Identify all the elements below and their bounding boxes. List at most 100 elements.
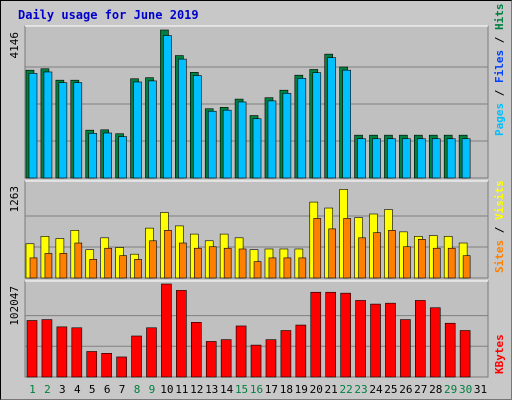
x-tick-label: 23 [354, 383, 367, 396]
bar-pages-12 [192, 75, 202, 179]
bar-pages-5 [88, 133, 98, 179]
bar-sites-25 [388, 230, 396, 279]
x-tick-label: 12 [190, 383, 203, 396]
bar-pages-24 [372, 138, 381, 179]
bar-sites-29 [447, 247, 456, 279]
x-tick-label: 4 [74, 383, 81, 396]
bar-sites-12 [193, 247, 202, 279]
bar-sites-30 [462, 255, 471, 279]
bar-kbytes-15 [235, 325, 247, 378]
bar-kbytes-12 [190, 322, 202, 378]
legend-hits-files-pages: Pages / Files / Hits [493, 4, 506, 137]
legend-kbytes: KBytes [493, 334, 506, 374]
bar-sites-20 [313, 218, 322, 279]
bar-pages-20 [312, 72, 322, 179]
bar-kbytes-21 [325, 291, 337, 378]
bar-pages-26 [402, 138, 411, 179]
bar-sites-24 [373, 232, 381, 279]
bar-sites-22 [343, 218, 351, 279]
bar-kbytes-28 [429, 307, 441, 378]
legend-separator: / [493, 83, 506, 103]
bar-pages-22 [342, 69, 351, 179]
bar-sites-11 [179, 242, 187, 279]
bar-kbytes-23 [355, 300, 366, 378]
bar-pages-2 [43, 71, 53, 179]
bar-pages-10 [163, 35, 172, 179]
bar-sites-26 [403, 246, 411, 279]
panel-hits-files-pages [24, 25, 489, 179]
chart-title: Daily usage for June 2019 [18, 8, 199, 22]
legend-kbytes: KBytes [493, 334, 506, 374]
bar-pages-17 [267, 100, 277, 179]
legend-pages: Pages [493, 103, 506, 136]
bar-kbytes-9 [146, 327, 157, 378]
bar-kbytes-6 [101, 353, 112, 378]
x-tick-label: 27 [414, 383, 427, 396]
bar-sites-16 [253, 261, 262, 279]
bar-sites-15 [238, 248, 247, 279]
x-tick-label: 10 [160, 383, 173, 396]
bar-sites-9 [149, 240, 157, 279]
bar-pages-27 [417, 138, 426, 179]
x-tick-label: 1 [29, 383, 36, 396]
x-tick-label: 21 [325, 383, 338, 396]
x-tick-label: 28 [429, 383, 442, 396]
panel-visits-sites [24, 180, 489, 279]
x-tick-label: 16 [250, 383, 263, 396]
bar-sites-17 [268, 257, 277, 279]
x-tick-label: 20 [310, 383, 323, 396]
y-max-label: 1263 [8, 186, 21, 213]
x-tick-label: 15 [235, 383, 248, 396]
bar-pages-6 [103, 132, 112, 179]
legend-hits: Hits [493, 4, 506, 31]
bar-pages-21 [327, 57, 337, 179]
bar-pages-25 [387, 138, 396, 179]
bar-pages-15 [237, 101, 247, 179]
legend-visits: Visits [493, 180, 506, 220]
bar-pages-3 [58, 82, 68, 179]
bar-sites-1 [29, 257, 38, 279]
bar-pages-7 [118, 136, 127, 179]
x-tick-label: 18 [280, 383, 293, 396]
bar-kbytes-14 [220, 339, 232, 378]
bar-kbytes-26 [400, 319, 411, 378]
bar-pages-23 [357, 138, 366, 179]
x-tick-label: 2 [44, 383, 51, 396]
bar-pages-9 [148, 80, 157, 179]
bar-pages-8 [133, 81, 142, 179]
bar-sites-21 [328, 228, 337, 279]
bar-pages-18 [282, 93, 292, 179]
bar-sites-18 [283, 257, 292, 279]
bar-pages-1 [28, 73, 38, 179]
bar-pages-4 [73, 82, 83, 179]
legend-separator: / [493, 220, 506, 240]
x-tick-label: 22 [339, 383, 352, 396]
bar-pages-28 [431, 138, 441, 179]
bar-sites-10 [164, 230, 172, 279]
x-tick-label: 14 [220, 383, 234, 396]
bar-kbytes-20 [310, 291, 322, 378]
bar-sites-4 [74, 242, 83, 279]
x-tick-label: 9 [149, 383, 156, 396]
x-tick-label: 7 [119, 383, 126, 396]
bar-kbytes-27 [415, 300, 426, 378]
bar-pages-11 [178, 58, 187, 179]
bar-sites-5 [89, 259, 98, 279]
bar-sites-13 [208, 246, 217, 279]
bar-kbytes-17 [265, 339, 277, 378]
bar-sites-8 [134, 259, 142, 279]
bar-kbytes-3 [56, 326, 68, 378]
bar-kbytes-4 [71, 327, 83, 378]
y-max-label: 102047 [8, 286, 21, 326]
bar-kbytes-7 [116, 356, 127, 378]
bar-kbytes-22 [340, 292, 351, 378]
bar-sites-27 [418, 238, 426, 279]
bar-sites-6 [104, 247, 112, 279]
bar-kbytes-24 [370, 303, 381, 378]
x-tick-label: 8 [134, 383, 141, 396]
bar-sites-19 [298, 257, 307, 279]
x-tick-label: 24 [369, 383, 383, 396]
bar-sites-23 [358, 237, 366, 279]
x-tick-label: 17 [265, 383, 278, 396]
x-tick-label: 3 [59, 383, 66, 396]
